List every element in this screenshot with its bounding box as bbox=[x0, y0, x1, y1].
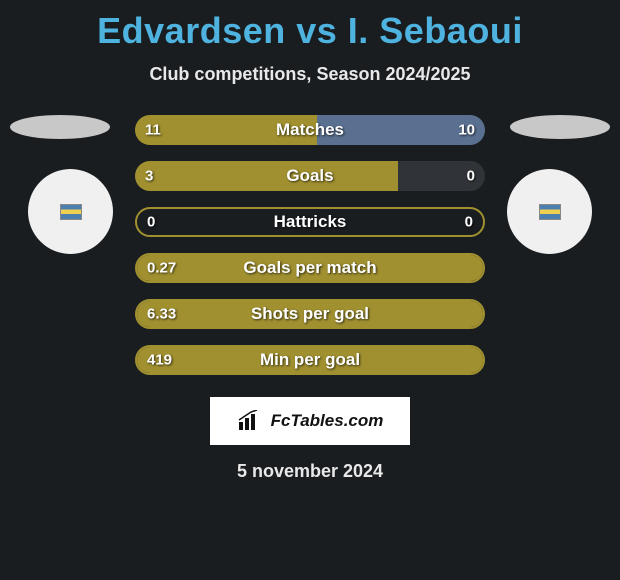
stat-row: Hattricks 0 0 bbox=[135, 207, 485, 237]
chart-logo-icon bbox=[237, 410, 265, 432]
stat-left-value: 11 bbox=[145, 122, 161, 139]
right-player-avatar bbox=[507, 169, 592, 254]
stat-label: Matches bbox=[276, 120, 344, 140]
left-player-avatar bbox=[28, 169, 113, 254]
stat-right-value: 0 bbox=[465, 214, 473, 231]
footer-date: 5 november 2024 bbox=[0, 461, 620, 482]
stat-right-value: 0 bbox=[467, 168, 475, 185]
stat-left-value: 3 bbox=[145, 168, 153, 185]
stat-row: Shots per goal 6.33 bbox=[135, 299, 485, 329]
stat-left-value: 0.27 bbox=[147, 260, 176, 277]
stat-row: Goals per match 0.27 bbox=[135, 253, 485, 283]
subtitle: Club competitions, Season 2024/2025 bbox=[0, 64, 620, 85]
stat-label: Min per goal bbox=[260, 350, 360, 370]
right-flag-icon bbox=[539, 204, 561, 220]
stat-row: Matches 11 10 bbox=[135, 115, 485, 145]
comparison-content: Matches 11 10 Goals 3 0 Hattricks 0 0 Goals per m… bbox=[0, 115, 620, 482]
stat-label: Goals per match bbox=[243, 258, 376, 278]
stats-bars: Matches 11 10 Goals 3 0 Hattricks 0 0 Goals per m… bbox=[135, 115, 485, 375]
stat-left-bar bbox=[135, 161, 398, 191]
left-flag-icon bbox=[60, 204, 82, 220]
stat-row: Goals 3 0 bbox=[135, 161, 485, 191]
right-team-shape bbox=[510, 115, 610, 139]
stat-right-value: 10 bbox=[458, 122, 475, 139]
stat-label: Hattricks bbox=[274, 212, 347, 232]
stat-row: Min per goal 419 bbox=[135, 345, 485, 375]
logo-text: FcTables.com bbox=[271, 411, 384, 431]
stat-left-value: 0 bbox=[147, 214, 155, 231]
left-team-shape bbox=[10, 115, 110, 139]
stat-label: Goals bbox=[286, 166, 333, 186]
logo-box: FcTables.com bbox=[210, 397, 410, 445]
page-title: Edvardsen vs I. Sebaoui bbox=[0, 0, 620, 52]
stat-label: Shots per goal bbox=[251, 304, 369, 324]
stat-left-value: 419 bbox=[147, 352, 172, 369]
stat-left-value: 6.33 bbox=[147, 306, 176, 323]
